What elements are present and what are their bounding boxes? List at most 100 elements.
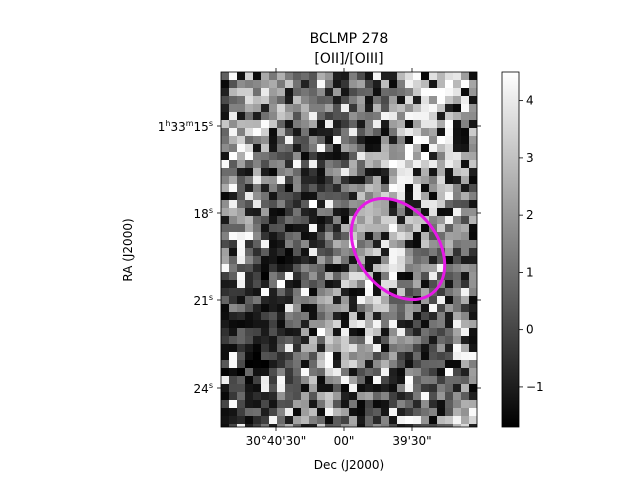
- pixel-cell: [445, 200, 454, 209]
- pixel-cell: [277, 424, 286, 427]
- pixel-cell: [253, 336, 262, 345]
- pixel-cell: [301, 304, 310, 313]
- pixel-cell: [277, 272, 286, 281]
- pixel-cell: [453, 328, 462, 337]
- pixel-cell: [453, 312, 462, 321]
- pixel-cell: [237, 416, 246, 425]
- pixel-cell: [277, 416, 286, 425]
- pixel-cell: [301, 416, 310, 425]
- pixel-cell: [421, 104, 430, 113]
- pixel-cell: [309, 192, 318, 201]
- pixel-cell: [341, 376, 350, 385]
- pixel-cell: [293, 160, 302, 169]
- pixel-cell: [341, 424, 350, 427]
- pixel-cell: [309, 168, 318, 177]
- pixel-cell: [429, 192, 438, 201]
- pixel-cell: [349, 272, 358, 281]
- pixel-cell: [349, 200, 358, 209]
- pixel-cell: [437, 144, 446, 153]
- pixel-cell: [237, 224, 246, 233]
- pixel-cell: [445, 80, 454, 89]
- pixel-cell: [453, 96, 462, 105]
- pixel-cell: [429, 384, 438, 393]
- pixel-cell: [301, 232, 310, 241]
- pixel-cell: [349, 352, 358, 361]
- pixel-cell: [349, 376, 358, 385]
- pixel-cell: [317, 176, 326, 185]
- pixel-cell: [333, 72, 342, 81]
- pixel-cell: [357, 336, 366, 345]
- pixel-cell: [437, 368, 446, 377]
- pixel-cell: [461, 384, 470, 393]
- pixel-cell: [437, 400, 446, 409]
- pixel-cell: [421, 312, 430, 321]
- pixel-cell: [333, 384, 342, 393]
- pixel-cell: [277, 344, 286, 353]
- pixel-cell: [253, 128, 262, 137]
- pixel-cell: [285, 136, 294, 145]
- pixel-cell: [269, 160, 278, 169]
- pixel-cell: [269, 208, 278, 217]
- pixel-cell: [405, 232, 414, 241]
- pixel-cell: [405, 416, 414, 425]
- pixel-cell: [277, 208, 286, 217]
- pixel-cell: [437, 136, 446, 145]
- pixel-cell: [405, 280, 414, 289]
- pixel-cell: [293, 248, 302, 257]
- pixel-cell: [333, 216, 342, 225]
- pixel-cell: [413, 320, 422, 329]
- pixel-cell: [221, 136, 230, 145]
- pixel-cell: [421, 256, 430, 265]
- pixel-cell: [469, 104, 477, 113]
- pixel-cell: [253, 112, 262, 121]
- pixel-cell: [293, 368, 302, 377]
- pixel-cell: [381, 128, 390, 137]
- pixel-cell: [413, 176, 422, 185]
- pixel-cell: [429, 152, 438, 161]
- pixel-cell: [269, 328, 278, 337]
- pixel-cell: [413, 88, 422, 97]
- pixel-cell: [357, 104, 366, 113]
- pixel-cell: [309, 376, 318, 385]
- pixel-cell: [269, 272, 278, 281]
- pixel-cell: [469, 248, 477, 257]
- pixel-cell: [349, 392, 358, 401]
- pixel-cell: [229, 224, 238, 233]
- pixel-cell: [285, 312, 294, 321]
- pixel-cell: [429, 216, 438, 225]
- pixel-cell: [309, 328, 318, 337]
- pixel-cell: [229, 152, 238, 161]
- pixel-cell: [333, 248, 342, 257]
- pixel-cell: [229, 96, 238, 105]
- pixel-cell: [405, 88, 414, 97]
- pixel-cell: [461, 192, 470, 201]
- pixel-cell: [421, 88, 430, 97]
- pixel-cell: [269, 216, 278, 225]
- pixel-cell: [309, 416, 318, 425]
- pixel-cell: [341, 176, 350, 185]
- pixel-cell: [365, 352, 374, 361]
- pixel-cell: [341, 320, 350, 329]
- pixel-cell: [445, 320, 454, 329]
- pixel-cell: [349, 312, 358, 321]
- pixel-cell: [437, 312, 446, 321]
- pixel-cell: [405, 152, 414, 161]
- pixel-cell: [277, 248, 286, 257]
- pixel-cell: [365, 80, 374, 89]
- pixel-cell: [285, 328, 294, 337]
- pixel-cell: [253, 416, 262, 425]
- colorbar-tick-label: 0: [526, 323, 534, 337]
- pixel-cell: [325, 224, 334, 233]
- pixel-cell: [397, 80, 406, 89]
- pixel-cell: [381, 88, 390, 97]
- pixel-cell: [389, 136, 398, 145]
- pixel-cell: [445, 96, 454, 105]
- pixel-cell: [373, 344, 382, 353]
- pixel-cell: [333, 192, 342, 201]
- pixel-cell: [405, 424, 414, 427]
- pixel-cell: [365, 192, 374, 201]
- pixel-cell: [229, 312, 238, 321]
- pixel-cell: [245, 208, 254, 217]
- pixel-cell: [261, 168, 270, 177]
- pixel-cell: [325, 408, 334, 417]
